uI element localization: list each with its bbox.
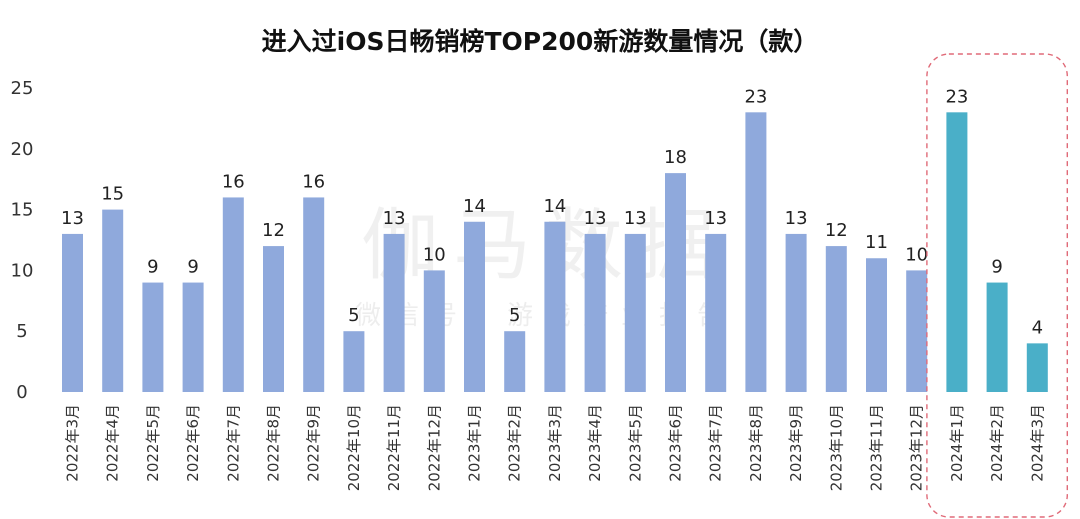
data-label: 4 (1032, 317, 1043, 338)
chart-title: 进入过iOS日畅销榜TOP200新游数量情况（款） (262, 27, 819, 56)
bar-highlighted (1026, 343, 1048, 392)
data-label: 10 (905, 244, 928, 265)
bar (906, 270, 928, 392)
data-label: 18 (664, 147, 687, 168)
bar (504, 331, 526, 392)
x-tick-label: 2023年9月 (787, 404, 805, 482)
x-tick-label: 2023年4月 (586, 404, 604, 482)
x-tick-label: 2022年10月 (345, 404, 363, 491)
x-tick-label: 2023年5月 (626, 404, 644, 482)
data-label: 12 (825, 220, 848, 241)
data-label: 12 (262, 220, 285, 241)
bar (303, 197, 325, 392)
bar (383, 233, 405, 392)
data-label: 9 (187, 257, 198, 278)
data-label: 13 (624, 208, 647, 229)
x-tick-label: 2023年10月 (827, 404, 845, 491)
bar (142, 282, 164, 392)
bar-highlighted (986, 282, 1008, 392)
data-label: 13 (61, 208, 84, 229)
data-label: 14 (543, 196, 566, 217)
x-tick-label: 2023年2月 (506, 404, 524, 482)
y-tick-label: 5 (16, 321, 27, 342)
data-label: 5 (348, 305, 359, 326)
bar (745, 112, 767, 392)
bar (464, 221, 485, 392)
data-label: 16 (302, 171, 325, 192)
x-tick-label: 2023年7月 (707, 404, 725, 482)
y-axis: 0 5 10 15 20 25 (11, 78, 34, 403)
bar (423, 270, 445, 392)
x-tick-label: 2022年4月 (104, 404, 122, 482)
data-label: 16 (222, 171, 245, 192)
data-label: 23 (945, 86, 968, 107)
x-tick-label: 2023年1月 (466, 404, 484, 482)
x-axis: 2022年3月 2022年4月 2022年5月 2022年6月 2022年7月 2022年… (64, 404, 1047, 491)
x-tick-label: 2023年3月 (546, 404, 564, 482)
bar (584, 233, 606, 392)
data-label: 15 (101, 184, 124, 205)
bar (222, 197, 244, 392)
data-label: 14 (463, 196, 486, 217)
x-tick-label: 2022年9月 (305, 404, 323, 482)
bar (343, 331, 365, 392)
bar (544, 221, 566, 392)
x-tick-label: 2022年7月 (224, 404, 242, 482)
data-label: 13 (785, 208, 808, 229)
data-label: 5 (509, 305, 520, 326)
x-tick-label: 2023年6月 (667, 404, 685, 482)
bar (785, 233, 807, 392)
watermark-sub: 微信号：游戏产业报告 (355, 301, 735, 331)
x-tick-label: 2022年12月 (425, 404, 443, 491)
x-tick-label: 2023年12月 (908, 404, 926, 491)
bar (263, 246, 284, 392)
bar (825, 246, 847, 392)
y-tick-label: 15 (11, 200, 34, 221)
y-tick-label: 0 (16, 382, 27, 403)
data-label: 13 (383, 208, 406, 229)
data-label: 11 (865, 232, 888, 253)
data-label: 9 (147, 257, 158, 278)
highlight-box (926, 53, 1069, 518)
y-tick-label: 10 (11, 260, 34, 281)
bar (624, 233, 646, 392)
x-tick-label: 2022年6月 (184, 404, 202, 482)
data-label: 13 (584, 208, 607, 229)
x-tick-label: 2024年2月 (988, 404, 1006, 482)
x-tick-label: 2022年11月 (385, 404, 403, 491)
bar (665, 173, 686, 392)
bar-highlighted (946, 112, 968, 392)
bar (62, 233, 83, 392)
watermark: 伽马数据 微信号：游戏产业报告 (355, 201, 735, 331)
y-tick-label: 25 (11, 78, 34, 99)
data-label: 23 (744, 86, 767, 107)
bar (102, 209, 124, 392)
data-label: 13 (704, 208, 727, 229)
x-tick-label: 2024年3月 (1028, 404, 1046, 482)
x-tick-label: 2022年8月 (265, 404, 283, 482)
data-label: 10 (423, 244, 446, 265)
x-tick-label: 2024年1月 (948, 404, 966, 482)
x-tick-label: 2023年8月 (747, 404, 765, 482)
x-tick-label: 2022年5月 (144, 404, 162, 482)
y-tick-label: 20 (11, 139, 34, 160)
bar (866, 258, 887, 392)
x-tick-label: 2023年11月 (868, 404, 886, 491)
bar (705, 233, 727, 392)
bars: 13 15 9 9 16 12 16 5 13 10 14 5 14 13 13 18 13 23 13 12 11 10… (61, 53, 1069, 518)
data-label: 9 (991, 257, 1002, 278)
bar (182, 282, 204, 392)
watermark-main: 伽马数据 (361, 201, 729, 291)
x-tick-label: 2022年3月 (64, 404, 82, 482)
